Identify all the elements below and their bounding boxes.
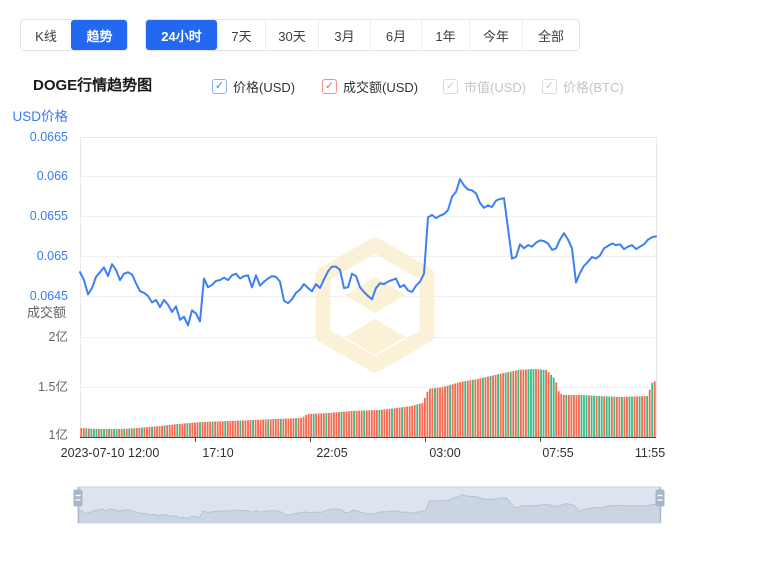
axis-label: 0.0665	[30, 130, 68, 144]
axis-label: USD价格	[12, 109, 68, 124]
tab-trend[interactable]: 趋势	[71, 20, 127, 50]
tab-24h[interactable]: 24小时	[146, 20, 217, 50]
axis-label: 0.0655	[30, 209, 68, 223]
checkbox-disabled-icon[interactable]: ✓	[542, 79, 557, 94]
axis-label: 03:00	[429, 446, 460, 460]
legend-label: 价格(BTC)	[563, 80, 624, 95]
navigator-right-handle[interactable]	[655, 489, 665, 507]
axis-label: 2亿	[49, 329, 68, 344]
tab-6m[interactable]: 6月	[370, 20, 421, 50]
tab-30d[interactable]: 30天	[265, 20, 318, 50]
checkbox-checked-icon[interactable]: ✓	[322, 79, 337, 94]
legend-label: 价格(USD)	[233, 80, 296, 95]
period-tab-group: 24小时 7天 30天 3月 6月 1年 今年 全部	[145, 19, 580, 51]
watermark-hexagon-logo-icon	[315, 237, 435, 373]
navigator-area	[78, 494, 660, 523]
axis-label: 2023-07-10 12:00	[61, 446, 160, 460]
tab-1y[interactable]: 1年	[421, 20, 469, 50]
checkbox-disabled-icon[interactable]: ✓	[443, 79, 458, 94]
axis-label: 0.0645	[30, 289, 68, 303]
volume-bars	[80, 369, 656, 437]
axis-label: 1.5亿	[38, 379, 68, 394]
tab-kline[interactable]: K线	[35, 28, 57, 44]
legend-price-btc[interactable]: ✓ 价格(BTC)	[542, 77, 624, 96]
page-title: DOGE行情趋势图	[33, 77, 153, 94]
legend-volume-usd[interactable]: ✓ 成交额(USD)	[322, 77, 418, 96]
navigator-left-handle[interactable]	[73, 489, 83, 507]
legend-label: 市值(USD)	[464, 80, 527, 95]
chart-type-tab-group: K线 趋势	[20, 19, 128, 51]
legend-label: 成交额(USD)	[343, 80, 419, 95]
price-line	[79, 178, 657, 327]
legend-price-usd[interactable]: ✓ 价格(USD)	[212, 77, 295, 96]
range-navigator[interactable]	[73, 486, 665, 524]
axis-label: 0.066	[37, 169, 68, 183]
axis-label: 11:55	[635, 446, 665, 460]
axis-label: 17:10	[202, 446, 233, 460]
tab-7d[interactable]: 7天	[217, 20, 265, 50]
checkbox-checked-icon[interactable]: ✓	[212, 79, 227, 94]
axis-label: 07:55	[542, 446, 573, 460]
axis-label: 0.065	[37, 249, 68, 263]
axis-label: 1亿	[49, 427, 68, 442]
axis-label: 22:05	[316, 446, 347, 460]
tab-ytd[interactable]: 今年	[469, 20, 522, 50]
navigator-outline	[77, 494, 661, 520]
legend-marketcap-usd[interactable]: ✓ 市值(USD)	[443, 77, 526, 96]
axis-label: 成交额	[27, 305, 66, 320]
tab-3m[interactable]: 3月	[318, 20, 370, 50]
tab-all[interactable]: 全部	[522, 20, 579, 50]
